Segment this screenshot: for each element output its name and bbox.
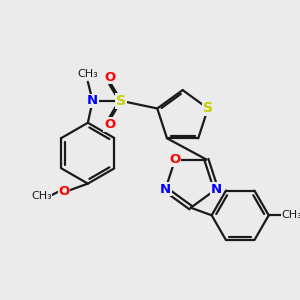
Text: O: O: [104, 118, 116, 131]
Text: CH₃: CH₃: [77, 69, 98, 79]
Text: CH₃: CH₃: [31, 191, 52, 201]
Text: N: N: [160, 183, 171, 196]
Text: N: N: [87, 94, 98, 107]
Text: O: O: [169, 153, 181, 166]
Text: S: S: [116, 94, 126, 108]
Text: O: O: [104, 70, 116, 84]
Text: CH₃: CH₃: [281, 210, 300, 220]
Text: N: N: [211, 183, 222, 196]
Text: O: O: [58, 185, 70, 198]
Text: S: S: [203, 101, 213, 116]
